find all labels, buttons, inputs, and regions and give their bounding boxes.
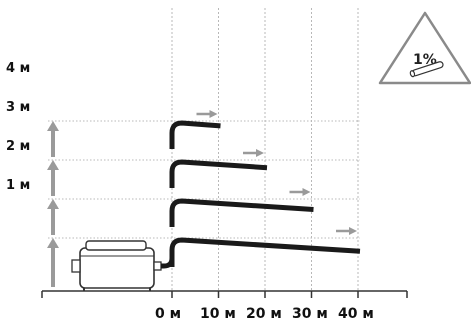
distance-label-0m: 0 м (155, 306, 181, 321)
flow-arrow-3m (243, 149, 264, 157)
flow-arrow-4m (196, 110, 218, 118)
pump-lid (85, 240, 147, 251)
flow-arrow-1m (336, 227, 357, 235)
slope-pipe-icon (409, 61, 444, 78)
distance-label-30m: 30 м (292, 306, 328, 321)
pump-body (79, 247, 155, 289)
pipe-run-1m (169, 237, 361, 267)
pipe-run-3m (169, 159, 268, 188)
flow-arrow-2m (289, 188, 311, 196)
slope-sign-triangle (378, 11, 471, 85)
pump-outlet-right (153, 261, 162, 271)
height-label-3m: 3 м (6, 100, 30, 115)
height-level-lines (48, 120, 360, 239)
height-arrow-1m (47, 238, 59, 287)
height-label-2m: 2 м (6, 139, 30, 154)
distance-label-10m: 10 м (200, 306, 236, 321)
flow-arrows (196, 110, 357, 235)
distance-label-20m: 20 м (246, 306, 282, 321)
pipe-run-4m (169, 120, 221, 149)
height-arrow-2m (47, 199, 59, 235)
pump-discharge-pipe (161, 257, 175, 269)
pipe-runs (161, 120, 361, 269)
slope-sign: 1% (378, 11, 471, 85)
height-arrow-4m (47, 121, 59, 157)
pipe-run-2m (169, 198, 314, 227)
pump-unit (71, 240, 162, 291)
pump-inlet-left (71, 259, 81, 273)
height-label-4m: 4 м (6, 61, 30, 76)
height-arrow-3m (47, 160, 59, 196)
height-label-1m: 1 м (6, 178, 30, 193)
distance-gridlines (171, 8, 359, 298)
distance-label-40m: 40 м (338, 306, 374, 321)
height-arrows (47, 121, 59, 287)
